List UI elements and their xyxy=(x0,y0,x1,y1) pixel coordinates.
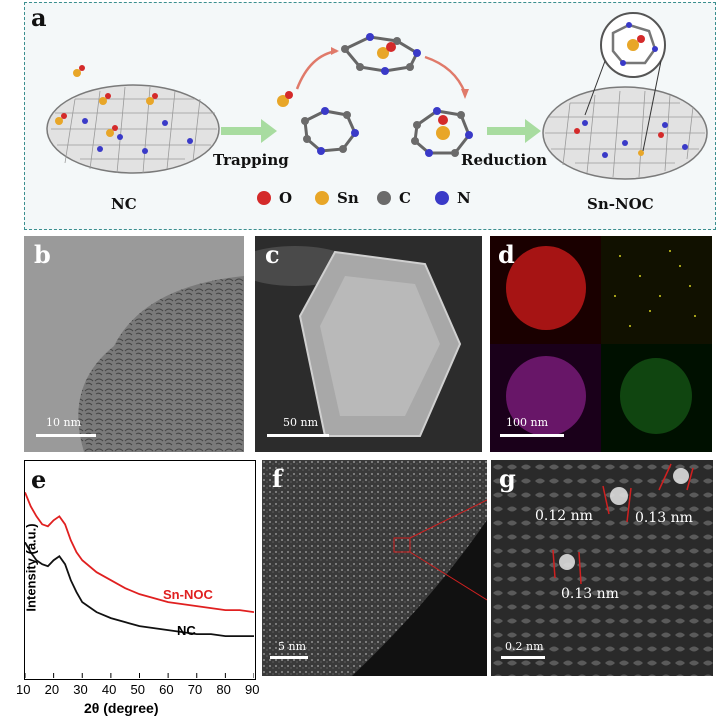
nc-nitrogen-dots xyxy=(82,118,193,154)
panel-f-haadf: f 5 nm xyxy=(262,460,487,676)
panel-a-label: a xyxy=(31,3,47,32)
distance-label-3: 0.13 nm xyxy=(561,586,619,602)
x-tick-label: 40 xyxy=(101,682,117,697)
legend-c-dot xyxy=(377,191,391,205)
panel-d-label: d xyxy=(498,240,515,269)
legend-sn-label: Sn xyxy=(337,189,359,207)
x-tick-label: 60 xyxy=(159,682,174,697)
panel-d-scale-bar xyxy=(500,434,564,437)
sn-noc-caption: Sn-NOC xyxy=(587,195,654,213)
legend-sn-dot xyxy=(315,191,329,205)
x-tick-label: 80 xyxy=(216,682,231,697)
panel-g-scale-text: 0.2 nm xyxy=(505,640,544,653)
xrd-plot xyxy=(25,492,254,678)
legend-o-label: O xyxy=(279,189,293,207)
panel-f-scale-bar xyxy=(270,656,308,659)
eds-magenta-map xyxy=(506,356,586,436)
trapping-caption: Trapping xyxy=(213,151,289,169)
panel-g-scale-bar xyxy=(501,656,545,659)
carbon-particle-edge xyxy=(78,276,244,452)
nc-caption: NC xyxy=(111,195,137,213)
x-tick-label: 30 xyxy=(73,682,88,697)
sample-region xyxy=(262,460,487,676)
legend-c-label: C xyxy=(399,189,411,207)
bright-atom-2 xyxy=(673,468,689,484)
x-tick-label: 90 xyxy=(245,682,260,697)
eds-red-map xyxy=(506,246,586,330)
legend-n-dot xyxy=(435,191,449,205)
curve-arrow-down xyxy=(424,55,467,94)
synthesis-scheme xyxy=(46,12,708,180)
legend-n-label: N xyxy=(457,189,471,207)
bright-atom-3 xyxy=(559,554,575,570)
panel-a-schematic: a xyxy=(24,2,716,230)
series-label-sn-noc: Sn-NOC xyxy=(163,587,213,602)
panel-g-label: g xyxy=(499,464,516,493)
trapping-arrow xyxy=(221,119,277,143)
x-tick-label: 50 xyxy=(130,682,145,697)
panel-d-eds-maps: d 100 nm xyxy=(490,236,712,452)
x-axis-label: 2θ (degree) xyxy=(84,700,159,716)
reduction-arrow xyxy=(487,119,541,143)
sno-single xyxy=(277,91,293,107)
distance-label-2: 0.13 nm xyxy=(635,510,693,526)
y-axis-label: Intensity (a.u.) xyxy=(23,523,39,612)
bright-atom-1 xyxy=(610,487,628,505)
panel-f-scale-text: 5 nm xyxy=(278,640,307,653)
panel-g-zoom: g 0.12 nm 0.13 nm 0.13 nm 0.2 nm xyxy=(491,460,713,676)
distance-label-1: 0.12 nm xyxy=(535,508,593,524)
series-label-nc: NC xyxy=(177,623,196,638)
reduction-caption: Reduction xyxy=(461,151,548,169)
x-tick-label: 10 xyxy=(16,682,31,697)
series-line-nc xyxy=(25,541,254,638)
panel-c-scale-bar xyxy=(267,434,329,437)
series-line-sn-noc xyxy=(25,492,254,614)
panel-b-scale-text: 10 nm xyxy=(46,416,82,429)
panel-e-xrd-chart: e Sn-NOC NC xyxy=(24,460,256,680)
eds-green-map xyxy=(620,358,692,434)
curve-arrow-up xyxy=(295,49,338,90)
panel-f-label: f xyxy=(272,464,283,493)
panel-c-haadf: c 50 nm xyxy=(255,236,482,452)
nc-hex-lattice xyxy=(51,86,217,174)
panel-d-scale-text: 100 nm xyxy=(506,416,549,429)
panel-e-label: e xyxy=(31,465,47,494)
x-tick-label: 20 xyxy=(44,682,60,697)
panel-c-scale-text: 50 nm xyxy=(283,416,319,429)
panel-b-label: b xyxy=(34,240,51,269)
trapped-complex xyxy=(342,35,419,73)
panel-b-hrtem: b 10 nm xyxy=(24,236,244,452)
zoom-box xyxy=(393,537,411,553)
x-tick-label: 70 xyxy=(187,682,203,697)
panel-b-scale-bar xyxy=(36,434,96,437)
sno-species-nc xyxy=(55,65,158,137)
panel-c-label: c xyxy=(265,240,280,269)
eds-yellow-map xyxy=(614,250,696,327)
legend-o-dot xyxy=(257,191,271,205)
